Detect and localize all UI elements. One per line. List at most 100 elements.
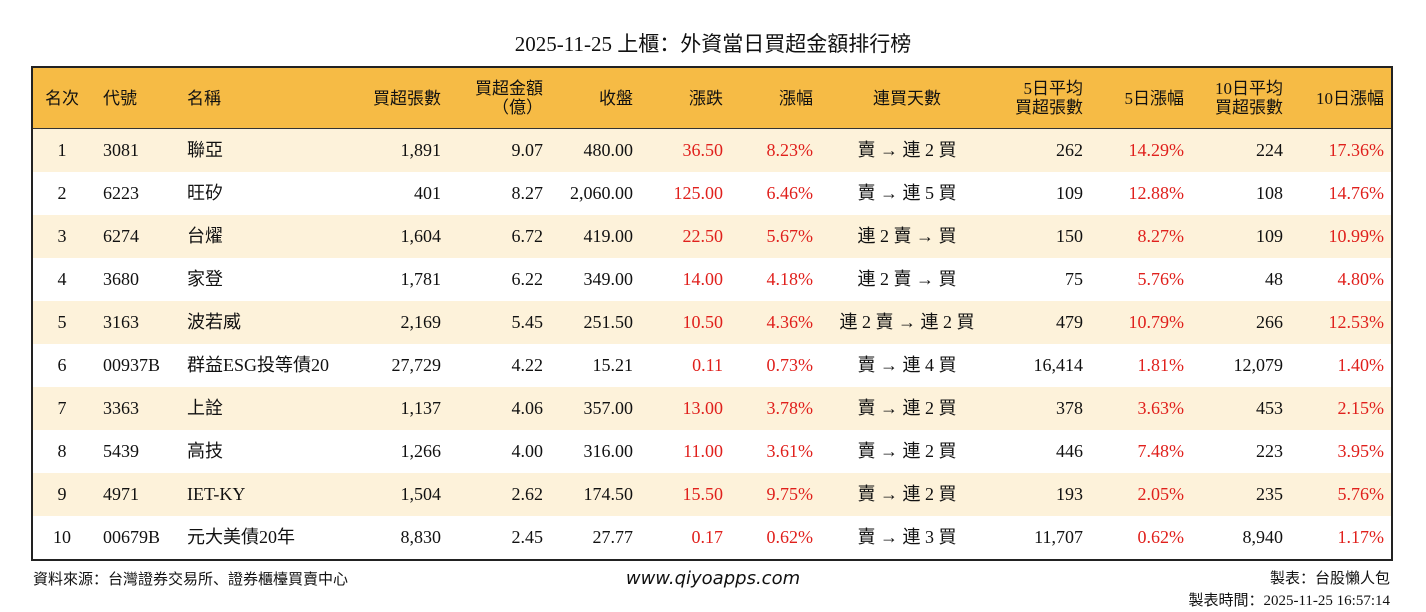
table-cell: 5.45 bbox=[511, 312, 544, 332]
header-cell: 5日漲幅 bbox=[1125, 68, 1185, 128]
table-cell: 1 bbox=[57, 140, 67, 160]
table-cell: 6223 bbox=[103, 183, 139, 203]
header-cell: 連買天數 bbox=[827, 68, 987, 128]
table-cell: 波若威 bbox=[187, 312, 241, 332]
table-cell: 10.79% bbox=[1128, 312, 1185, 332]
table-cell: 9 bbox=[57, 484, 67, 504]
table-cell: 群益ESG投等債20 bbox=[187, 355, 330, 375]
table-cell: 8,940 bbox=[1242, 527, 1284, 547]
header-text: 代號 bbox=[103, 88, 137, 108]
table-cell: 5.67% bbox=[766, 226, 814, 246]
table-cell: 36.50 bbox=[682, 140, 724, 160]
table-cell: 10.50 bbox=[682, 312, 724, 332]
table-cell: 旺矽 bbox=[187, 183, 223, 203]
row-background bbox=[33, 215, 1391, 258]
title: 2025-11-25 上櫃：外資當日買超金額排行榜 bbox=[514, 32, 912, 56]
table-cell: 3.95% bbox=[1337, 441, 1385, 461]
table-cell: 3.78% bbox=[766, 398, 814, 418]
table-cell: 316.00 bbox=[583, 441, 634, 461]
time: 製表時間：2025-11-25 16:57:14 bbox=[1188, 593, 1390, 609]
maker: 製表：台股懶人包 bbox=[1269, 571, 1390, 587]
table-cell: 4.36% bbox=[766, 312, 814, 332]
header-text: （億） bbox=[492, 98, 543, 117]
table-cell: 台燿 bbox=[187, 226, 223, 246]
header-text: 5日漲幅 bbox=[1124, 88, 1185, 108]
table-cell: 元大美債20年 bbox=[187, 527, 295, 547]
table-cell: 12.88% bbox=[1128, 183, 1185, 203]
table-cell: 1,604 bbox=[400, 226, 442, 246]
table-cell: 2,169 bbox=[400, 312, 442, 332]
table-cell: 8.23% bbox=[766, 140, 814, 160]
table-cell: 11.00 bbox=[683, 441, 723, 461]
header-cell: 5日平均 買超張數 bbox=[1015, 68, 1083, 128]
table-cell: 2.15% bbox=[1337, 398, 1385, 418]
table-cell: 3163 bbox=[103, 312, 139, 332]
header-cell: 名稱 bbox=[187, 68, 221, 128]
table-cell: 6 bbox=[57, 355, 67, 375]
table-border bbox=[31, 66, 1393, 561]
table-cell: 賣 → 連 4 買 bbox=[857, 355, 957, 375]
table-cell: 3680 bbox=[103, 269, 139, 289]
header-cell: 收盤 bbox=[599, 68, 633, 128]
table-cell: 15.21 bbox=[592, 355, 634, 375]
table-cell: 1.81% bbox=[1137, 355, 1185, 375]
table-cell: 4.00 bbox=[511, 441, 544, 461]
table-cell: 262 bbox=[1056, 140, 1083, 160]
table-cell: 12,079 bbox=[1233, 355, 1284, 375]
table-cell: 0.62% bbox=[1137, 527, 1185, 547]
row-background bbox=[33, 301, 1391, 344]
table-cell: 17.36% bbox=[1328, 140, 1385, 160]
table-cell: 3081 bbox=[103, 140, 139, 160]
table-cell: 48 bbox=[1265, 269, 1283, 289]
table-cell: 0.17 bbox=[691, 527, 724, 547]
table-cell: 9.75% bbox=[766, 484, 814, 504]
header-text: 名次 bbox=[45, 88, 79, 108]
table-cell: 1.40% bbox=[1337, 355, 1385, 375]
table-cell: 401 bbox=[414, 183, 441, 203]
table-cell: 223 bbox=[1256, 441, 1283, 461]
table-cell: 150 bbox=[1056, 226, 1083, 246]
header-text: 漲幅 bbox=[779, 88, 813, 108]
table-cell: 賣 → 連 3 買 bbox=[857, 527, 957, 547]
table-cell: 3.63% bbox=[1137, 398, 1185, 418]
table-cell: 5.76% bbox=[1137, 269, 1185, 289]
header-text: 名稱 bbox=[187, 88, 221, 108]
table-cell: 2.05% bbox=[1137, 484, 1185, 504]
table-cell: 357.00 bbox=[583, 398, 634, 418]
table-cell: 6274 bbox=[103, 226, 139, 246]
table-cell: 8.27 bbox=[511, 183, 544, 203]
table-cell: 193 bbox=[1056, 484, 1083, 504]
table-cell: 174.50 bbox=[583, 484, 634, 504]
table-cell: 5.76% bbox=[1337, 484, 1385, 504]
table-cell: 賣 → 連 2 買 bbox=[857, 484, 957, 504]
table-cell: 家登 bbox=[187, 269, 223, 289]
table-cell: 1,891 bbox=[400, 140, 442, 160]
table-cell: 2.62 bbox=[511, 484, 544, 504]
table-cell: 7 bbox=[57, 398, 67, 418]
header-cell: 買超金額 （億） bbox=[475, 68, 543, 128]
header-text: 收盤 bbox=[599, 88, 633, 108]
table-cell: 6.72 bbox=[511, 226, 544, 246]
header-cell: 買超張數 bbox=[373, 68, 441, 128]
table-cell: 15.50 bbox=[682, 484, 724, 504]
header-cell: 10日漲幅 bbox=[1316, 68, 1384, 128]
table-cell: 479 bbox=[1056, 312, 1083, 332]
table-cell: 266 bbox=[1256, 312, 1283, 332]
table-cell: 3363 bbox=[103, 398, 139, 418]
table-cell: 7.48% bbox=[1137, 441, 1185, 461]
table-cell: 378 bbox=[1056, 398, 1083, 418]
table-cell: 3 bbox=[57, 226, 67, 246]
table-cell: 14.76% bbox=[1328, 183, 1385, 203]
table-cell: 12.53% bbox=[1328, 312, 1385, 332]
table-cell: 10.99% bbox=[1328, 226, 1385, 246]
table-cell: 上詮 bbox=[187, 398, 223, 418]
table-cell: 連 2 賣 → 買 bbox=[857, 226, 957, 246]
table-cell: 27,729 bbox=[391, 355, 442, 375]
table-cell: 聯亞 bbox=[187, 140, 223, 160]
table-cell: 賣 → 連 2 買 bbox=[857, 140, 957, 160]
table-cell: 4971 bbox=[103, 484, 139, 504]
table-cell: 251.50 bbox=[583, 312, 634, 332]
table-cell: 75 bbox=[1065, 269, 1083, 289]
row-background bbox=[33, 129, 1391, 172]
table-cell: 16,414 bbox=[1033, 355, 1084, 375]
